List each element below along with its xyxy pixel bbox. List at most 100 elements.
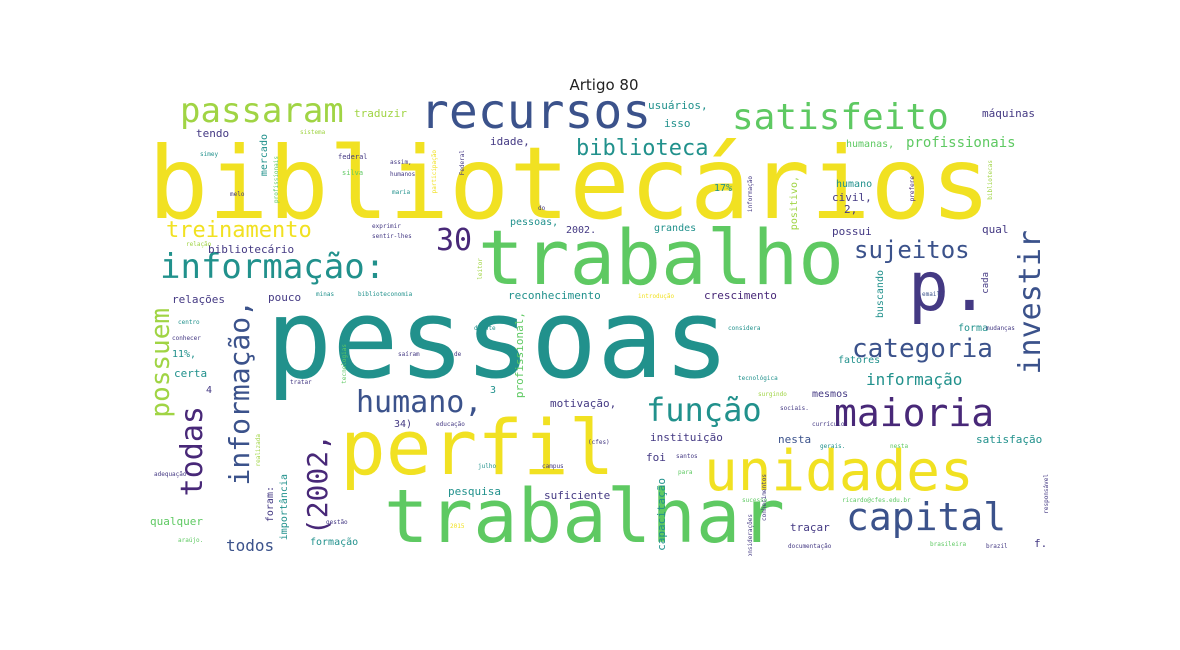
word-unidades: unidades xyxy=(704,439,974,504)
word-exprimir: exprimir xyxy=(372,223,401,230)
word-surgindo: surgindo xyxy=(758,391,787,398)
word-conhecimentos: conhecimentos xyxy=(761,474,768,521)
word-importancia: importância xyxy=(279,474,290,541)
word-documentacao: documentação xyxy=(788,543,832,550)
word-tendo: tendo xyxy=(196,127,230,140)
word-profissional: profissional, xyxy=(513,312,526,399)
word-humano: humano xyxy=(836,179,873,190)
word-possuem: possuem xyxy=(148,308,176,418)
word-profissionais: profissionais xyxy=(906,135,1016,151)
word-curriculo: currículo xyxy=(812,421,845,428)
word-trabalho: trabalho xyxy=(478,213,845,302)
word-adequacao: adequação xyxy=(154,471,187,478)
word-federal: federal xyxy=(338,153,368,161)
word-maquinas: máquinas xyxy=(982,107,1035,120)
word-passaram: passaram xyxy=(180,94,344,131)
word-pessoas: pessoas xyxy=(266,275,730,403)
word-relacoes: relações xyxy=(172,293,225,306)
word-cloud: pessoas bibliotecários trabalho perfil t… xyxy=(148,94,1062,556)
word-melo: melo xyxy=(230,191,245,198)
word-34: 34) xyxy=(394,419,413,430)
word-santos: santos xyxy=(676,453,698,460)
word-reconhecimento: reconhecimento xyxy=(508,289,601,302)
word-tracar: traçar xyxy=(790,521,830,534)
word-sociais: sociais. xyxy=(780,405,809,412)
word-nesta-tiny: nesta xyxy=(890,443,909,450)
word-biblioteca: biblioteca xyxy=(576,136,709,161)
word-informacao-tiny: informação xyxy=(747,176,754,213)
word-diante: diante xyxy=(474,325,496,332)
word-nesta: nesta xyxy=(778,433,812,446)
word-mesmos: mesmos xyxy=(812,389,849,400)
word-4: 4 xyxy=(206,385,213,396)
word-silva: silva xyxy=(342,169,364,177)
word-cfes: (cfes) xyxy=(588,439,610,446)
word-informacao-comma: informação, xyxy=(223,300,256,486)
word-30: 30 xyxy=(436,223,473,258)
word-satisfeito: satisfeito xyxy=(732,97,949,138)
word-idade: idade, xyxy=(490,135,530,148)
word-introducao: introdução xyxy=(638,293,675,300)
chart-title: Artigo 80 xyxy=(569,76,639,94)
word-foi: foi xyxy=(646,451,666,464)
word-informacao: informação xyxy=(866,370,963,389)
word-traduzir: traduzir xyxy=(354,107,407,120)
word-buscando: buscando xyxy=(875,270,886,319)
word-funcao: função xyxy=(646,391,762,429)
word-p: p. xyxy=(908,248,990,327)
word-possui: possui xyxy=(832,225,872,238)
word-participacao: participação xyxy=(431,150,438,194)
word-treinamento: treinamento xyxy=(166,218,312,243)
word-2015: 2015 xyxy=(450,523,465,530)
word-2-comma: 2, xyxy=(844,203,858,216)
word-categoria: categoria xyxy=(852,334,993,364)
word-bibliotecarios: bibliotecários xyxy=(148,125,991,242)
word-mudancas: mudanças xyxy=(986,325,1015,332)
word-mercado: mercado xyxy=(259,134,270,177)
word-perfil: perfil xyxy=(340,403,615,492)
word-2002-dot: 2002. xyxy=(566,225,597,236)
word-pesquisa: pesquisa xyxy=(448,485,501,498)
word-para: para xyxy=(678,469,693,476)
word-gerais: gerais. xyxy=(820,443,846,450)
word-maioria: maioria xyxy=(834,391,995,435)
word-email: email: xyxy=(922,291,944,298)
word-pessoas-comma: pessoas, xyxy=(510,217,559,228)
word-responsavel: responsável xyxy=(1043,474,1050,514)
word-positivo: positivo, xyxy=(789,176,800,231)
word-humanas: humanas, xyxy=(846,139,895,150)
word-sentir-lhes: sentir-lhes xyxy=(372,233,412,240)
word-todas: todas xyxy=(175,406,210,497)
word-crescimento: crescimento xyxy=(704,289,777,302)
word-investir: investir xyxy=(1013,230,1048,375)
word-centro: centro xyxy=(178,319,200,326)
word-prefere: prefere xyxy=(909,176,916,202)
word-3: 3 xyxy=(490,385,497,396)
word-bibliotecas: bibliotecas xyxy=(987,160,994,200)
word-educacao: educação xyxy=(436,421,465,428)
word-usuarios: usuários, xyxy=(648,99,708,112)
word-grandes: grandes xyxy=(654,223,697,234)
word-tecnologica: tecnológica xyxy=(738,375,778,382)
word-motivacao: motivação, xyxy=(550,397,617,410)
word-assim: assim, xyxy=(390,159,412,166)
word-tratar: tratar xyxy=(290,379,312,386)
word-qualquer: qualquer xyxy=(150,515,203,528)
word-humano-comma: humano, xyxy=(356,385,483,420)
word-foram: foram: xyxy=(265,486,276,523)
word-julho: julho xyxy=(478,463,497,470)
word-gestao: gestão xyxy=(326,519,348,526)
word-fatores: fatores xyxy=(838,355,881,366)
word-biblioteconomia: biblioteconomia xyxy=(358,291,413,298)
word-recursos: recursos xyxy=(420,94,652,140)
word-do: do xyxy=(538,205,546,212)
word-ricardo-email: ricardo@cfes.edu.br xyxy=(842,497,911,504)
word-todos: todos xyxy=(226,536,275,555)
word-maria: maria xyxy=(392,189,411,196)
word-federal-cap: Federal xyxy=(459,150,466,176)
word-instituicao: instituição xyxy=(650,431,723,444)
word-cada: cada xyxy=(981,272,991,294)
word-certa: certa xyxy=(174,367,208,380)
word-capacitacao: capacitação xyxy=(655,478,668,551)
word-bibliotecario: bibliotecário xyxy=(208,243,295,256)
